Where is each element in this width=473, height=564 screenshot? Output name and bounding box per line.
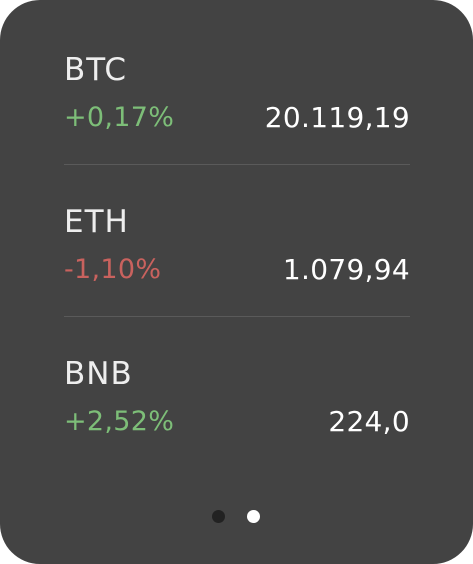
ticker-symbol: BTC [64, 52, 128, 88]
ticker-change: +0,17% [64, 102, 175, 133]
ticker-price: 1.079,94 [282, 253, 410, 286]
ticker-change: -1,10% [64, 254, 162, 285]
ticker-price: 224,0 [328, 405, 410, 438]
ticker-change: +2,52% [64, 406, 175, 437]
ticker-price: 20.119,19 [264, 101, 410, 134]
ticker-row-btc[interactable]: BTC +0,17% 20.119,19 [64, 44, 410, 164]
page-dot-1[interactable] [212, 510, 225, 523]
page-indicator [0, 508, 473, 524]
ticker-symbol: ETH [64, 204, 129, 240]
ticker-row-bnb[interactable]: BNB +2,52% 224,0 [64, 348, 410, 468]
page-dot-2[interactable] [247, 510, 260, 523]
row-divider [64, 316, 410, 317]
ticker-symbol: BNB [64, 356, 133, 392]
row-divider [64, 164, 410, 165]
ticker-row-eth[interactable]: ETH -1,10% 1.079,94 [64, 196, 410, 316]
